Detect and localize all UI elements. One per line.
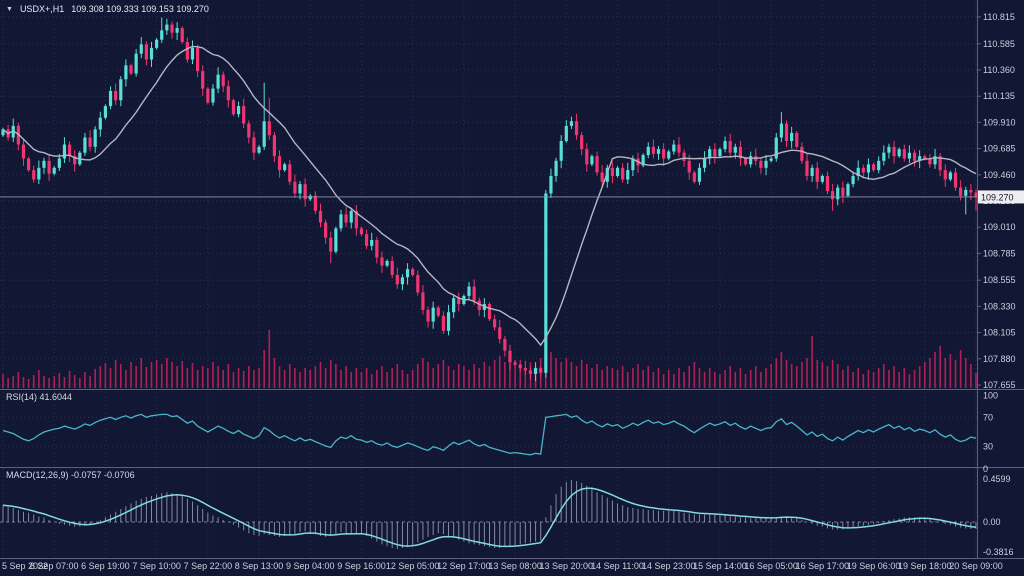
- price-tick-label: 110.815: [983, 12, 1015, 22]
- time-tick-label: 9 Sep 04:00: [286, 561, 335, 571]
- macd-tick-label: -0.3816: [983, 547, 1014, 557]
- time-tick-label: 14 Sep 11:00: [591, 561, 644, 571]
- rsi-indicator-label: RSI(14) 41.6044: [6, 392, 73, 402]
- macd-signal-line: [2, 487, 977, 548]
- current-price-tag: 109.270: [978, 190, 1024, 204]
- macd-indicator-label: MACD(12,26,9) -0.0757 -0.0706: [6, 470, 135, 480]
- time-tick-label: 13 Sep 08:00: [488, 561, 542, 571]
- time-tick-label: 12 Sep 05:00: [386, 561, 440, 571]
- price-tick-label: 108.105: [983, 328, 1016, 338]
- price-tick-label: 107.655: [983, 380, 1016, 390]
- time-tick-label: 7 Sep 22:00: [184, 561, 233, 571]
- time-tick-label: 19 Sep 06:00: [847, 561, 901, 571]
- time-tick-label: 13 Sep 20:00: [540, 561, 594, 571]
- price-tick-label: 109.010: [983, 222, 1016, 232]
- macd-axis-labels: 0.4599 0.00 -0.3816: [983, 474, 1014, 557]
- rsi-tick-label: 0: [983, 464, 988, 474]
- price-tick-label: 110.360: [983, 65, 1015, 75]
- chart-title-bar: ▼ USDX+,H1 109.308 109.333 109.153 109.2…: [6, 4, 209, 14]
- time-tick-label: 14 Sep 23:00: [642, 561, 696, 571]
- time-tick-label: 15 Sep 14:00: [693, 561, 747, 571]
- macd-tick-label: 0.4599: [983, 474, 1011, 484]
- collapse-arrow-icon[interactable]: ▼: [6, 5, 13, 13]
- macd-histogram: [2, 480, 977, 549]
- time-tick-label: 16 Sep 05:00: [744, 561, 798, 571]
- time-tick-label: 16 Sep 17:00: [796, 561, 850, 571]
- time-tick-label: 7 Sep 10:00: [132, 561, 181, 571]
- time-tick-label: 12 Sep 17:00: [437, 561, 491, 571]
- svg-text:109.270: 109.270: [981, 192, 1014, 202]
- symbol-period-label: USDX+,H1: [19, 4, 65, 14]
- volume-bars: [2, 330, 977, 388]
- rsi-tick-label: 100: [983, 390, 998, 400]
- time-tick-label: 9 Sep 16:00: [337, 561, 386, 571]
- rsi-tick-label: 30: [983, 442, 993, 452]
- price-tick-label: 110.135: [983, 91, 1015, 101]
- ohlc-values: 109.308 109.333 109.153 109.270: [71, 4, 209, 14]
- time-tick-label: 5 Sep 2022: [2, 561, 48, 571]
- price-tick-label: 107.880: [983, 354, 1016, 364]
- moving-average-line: [2, 45, 977, 347]
- macd-tick-label: 0.00: [983, 517, 1001, 527]
- time-tick-label: 6 Sep 19:00: [81, 561, 130, 571]
- price-tick-label: 108.330: [983, 301, 1016, 311]
- price-tick-label: 109.685: [983, 144, 1016, 154]
- rsi-tick-label: 70: [983, 412, 993, 422]
- price-tick-label: 110.585: [983, 39, 1015, 49]
- price-tick-label: 108.555: [983, 275, 1016, 285]
- price-tick-label: 109.460: [983, 170, 1016, 180]
- time-tick-label: 20 Sep 09:00: [949, 561, 1003, 571]
- price-tick-label: 108.785: [983, 248, 1016, 258]
- rsi-axis-labels: 100 70 30 0: [983, 390, 998, 474]
- time-tick-label: 6 Sep 07:00: [30, 561, 79, 571]
- time-tick-label: 19 Sep 18:00: [898, 561, 952, 571]
- rsi-line: [2, 413, 977, 456]
- time-tick-label: 8 Sep 13:00: [235, 561, 284, 571]
- price-tick-label: 109.910: [983, 117, 1016, 127]
